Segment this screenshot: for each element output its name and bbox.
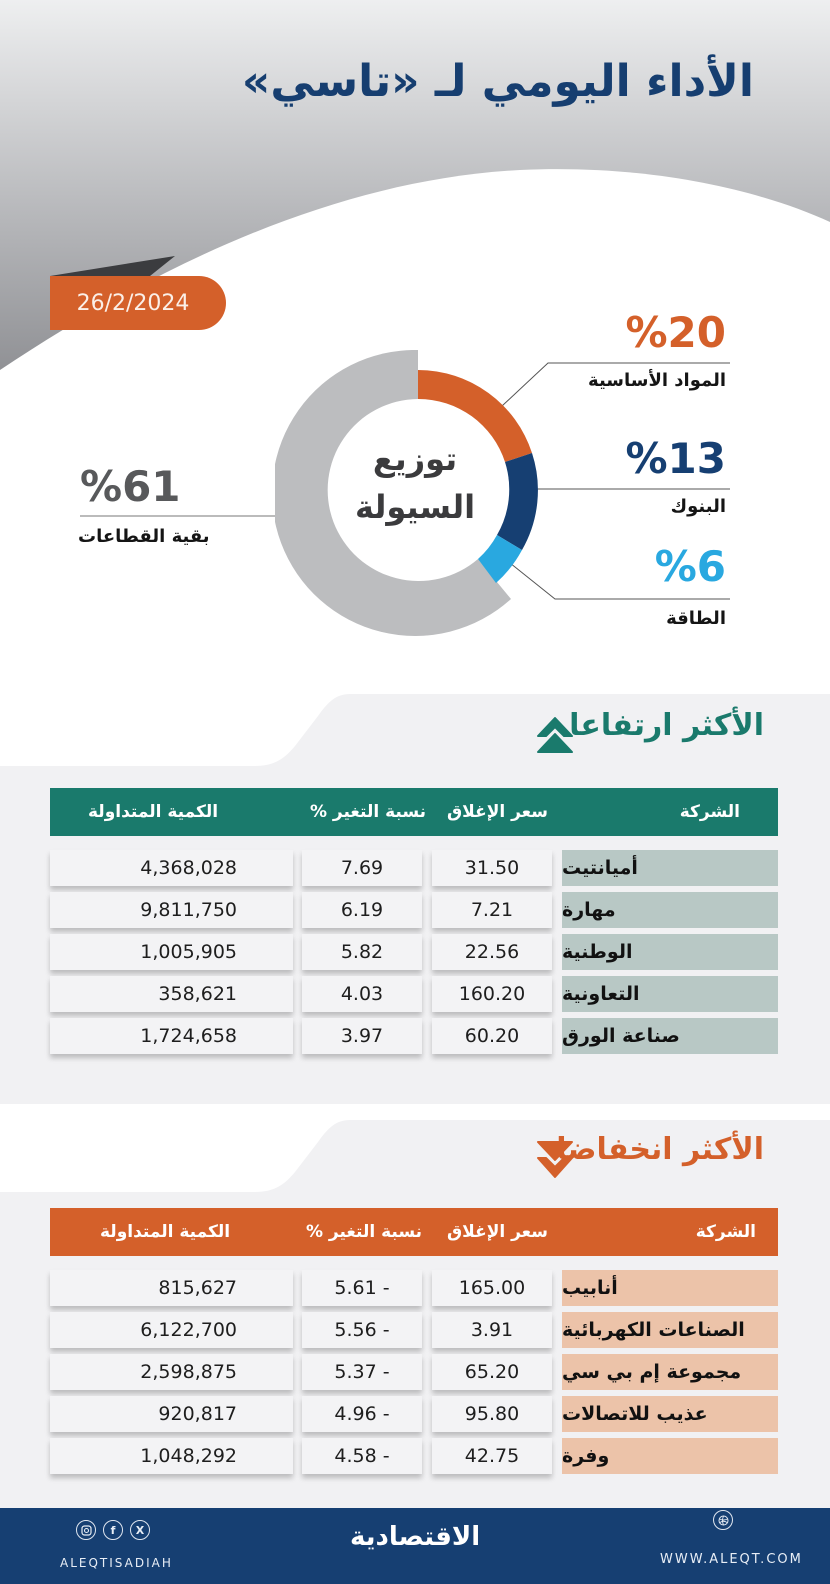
company-cell: الوطنية	[562, 934, 778, 970]
pct-other-sectors: %61	[80, 462, 181, 511]
change-cell: 4.96 -	[302, 1396, 422, 1432]
table-row: 815,627 5.61 - 165.00 أنابيب	[50, 1270, 778, 1306]
change-cell: 4.58 -	[302, 1438, 422, 1474]
pct-basic-materials: %20	[625, 308, 726, 357]
close-cell: 3.91	[432, 1312, 552, 1348]
donut-center-label: توزيع السيولة	[330, 435, 500, 531]
close-cell: 95.80	[432, 1396, 552, 1432]
header: الأداء اليومي لـ «تاسي» 26/2/2024	[0, 0, 830, 380]
table-row: 2,598,875 5.37 - 65.20 مجموعة إم بي سي	[50, 1354, 778, 1390]
col-close: سعر الإغلاق	[446, 802, 548, 822]
company-cell: مهارة	[562, 892, 778, 928]
change-cell: 5.37 -	[302, 1354, 422, 1390]
table-row: 1,005,905 5.82 22.56 الوطنية	[50, 934, 778, 970]
volume-cell: 358,621	[50, 976, 293, 1012]
double-chevron-down-icon	[537, 1141, 573, 1178]
donut-center-line1: توزيع	[372, 440, 458, 478]
close-cell: 31.50	[432, 850, 552, 886]
company-cell: التعاونية	[562, 976, 778, 1012]
donut	[275, 350, 538, 636]
leader-lines	[80, 362, 730, 600]
table-row: 4,368,028 7.69 31.50 أميانتيت	[50, 850, 778, 886]
change-cell: 3.97	[302, 1018, 422, 1054]
volume-cell: 6,122,700	[50, 1312, 293, 1348]
change-cell: 5.56 -	[302, 1312, 422, 1348]
label-energy: الطاقة	[666, 608, 726, 629]
col-change: نسبة التغير %	[309, 802, 426, 822]
change-cell: 4.03	[302, 976, 422, 1012]
top-losers-section: الأكثر انخفاضا الشركة سعر الإغلاق نسبة ا…	[0, 1120, 830, 1508]
volume-cell: 9,811,750	[50, 892, 293, 928]
table-row: 6,122,700 5.56 - 3.91 الصناعات الكهربائي…	[50, 1312, 778, 1348]
volume-cell: 2,598,875	[50, 1354, 293, 1390]
label-other-sectors: بقية القطاعات	[78, 526, 210, 547]
donut-center-line2: السيولة	[354, 488, 476, 526]
segment-banks	[497, 453, 538, 550]
close-cell: 42.75	[432, 1438, 552, 1474]
social-handle[interactable]: ALEQTISADIAH	[60, 1556, 173, 1570]
col-change: نسبة التغير %	[305, 1222, 422, 1242]
section-title-gainers: الأكثر ارتفاعا	[569, 708, 764, 743]
close-cell: 165.00	[432, 1270, 552, 1306]
table-row: 1,048,292 4.58 - 42.75 وفرة	[50, 1438, 778, 1474]
segment-energy	[478, 535, 522, 583]
brand-logo: الاقتصادية	[350, 1522, 481, 1552]
change-cell: 5.61 -	[302, 1270, 422, 1306]
top-gainers-section: الأكثر ارتفاعا الشركة سعر الإغلاق نسبة ا…	[0, 694, 830, 1104]
pct-energy: %6	[654, 542, 726, 591]
change-cell: 5.82	[302, 934, 422, 970]
volume-cell: 4,368,028	[50, 850, 293, 886]
company-cell: صناعة الورق	[562, 1018, 778, 1054]
close-cell: 65.20	[432, 1354, 552, 1390]
globe-icon[interactable]	[713, 1510, 733, 1530]
label-basic-materials: المواد الأساسية	[588, 370, 726, 391]
company-cell: الصناعات الكهربائية	[562, 1312, 778, 1348]
col-close: سعر الإغلاق	[446, 1222, 548, 1242]
company-cell: أميانتيت	[562, 850, 778, 886]
table-row: 9,811,750 6.19 7.21 مهارة	[50, 892, 778, 928]
x-icon[interactable]: X	[130, 1520, 150, 1540]
change-cell: 6.19	[302, 892, 422, 928]
col-volume: الكمية المتداولة	[100, 1222, 231, 1242]
company-cell: وفرة	[562, 1438, 778, 1474]
facebook-icon[interactable]: f	[103, 1520, 123, 1540]
volume-cell: 920,817	[50, 1396, 293, 1432]
volume-cell: 815,627	[50, 1270, 293, 1306]
instagram-icon[interactable]	[76, 1520, 96, 1540]
double-chevron-up-icon	[537, 717, 573, 753]
col-company: الشركة	[679, 802, 740, 822]
close-cell: 160.20	[432, 976, 552, 1012]
gainers-table-header: الشركة سعر الإغلاق نسبة التغير % الكمية …	[50, 788, 778, 836]
volume-cell: 1,724,658	[50, 1018, 293, 1054]
section-title-losers: الأكثر انخفاضا	[556, 1132, 764, 1167]
segment-other-sectors	[275, 350, 511, 636]
table-row: 358,621 4.03 160.20 التعاونية	[50, 976, 778, 1012]
close-cell: 22.56	[432, 934, 552, 970]
page-title: الأداء اليومي لـ «تاسي»	[241, 56, 754, 107]
change-cell: 7.69	[302, 850, 422, 886]
losers-table-header: الشركة سعر الإغلاق نسبة التغير % الكمية …	[50, 1208, 778, 1256]
company-cell: مجموعة إم بي سي	[562, 1354, 778, 1390]
pct-banks: %13	[625, 434, 726, 483]
liquidity-donut-chart: توزيع السيولة %20 المواد الأساسية %13 ال…	[0, 308, 830, 660]
col-company: الشركة	[695, 1222, 756, 1242]
close-cell: 7.21	[432, 892, 552, 928]
company-cell: عذيب للاتصالات	[562, 1396, 778, 1432]
col-volume: الكمية المتداولة	[88, 802, 219, 822]
table-row: 1,724,658 3.97 60.20 صناعة الورق	[50, 1018, 778, 1054]
volume-cell: 1,005,905	[50, 934, 293, 970]
segment-basic-materials	[418, 370, 532, 462]
close-cell: 60.20	[432, 1018, 552, 1054]
website-link[interactable]: WWW.ALEQT.COM	[660, 1552, 803, 1567]
table-row: 920,817 4.96 - 95.80 عذيب للاتصالات	[50, 1396, 778, 1432]
volume-cell: 1,048,292	[50, 1438, 293, 1474]
label-banks: البنوك	[670, 496, 726, 517]
date-badge: 26/2/2024	[50, 276, 226, 330]
company-cell: أنابيب	[562, 1270, 778, 1306]
footer: f X ALEQTISADIAH الاقتصادية WWW.ALEQT.CO…	[0, 1508, 830, 1584]
